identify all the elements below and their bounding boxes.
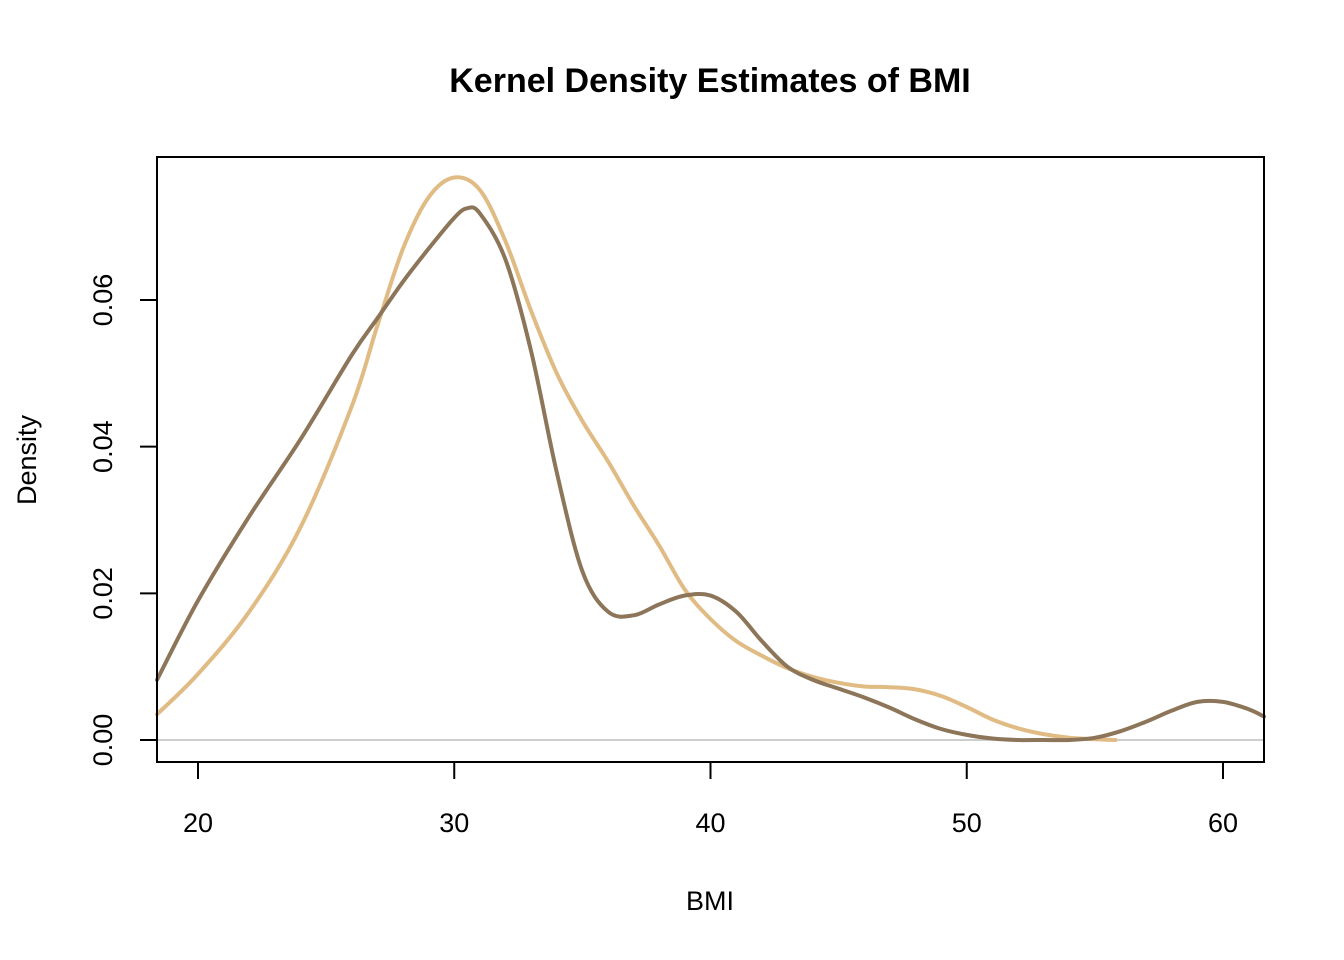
x-tick-label: 60 bbox=[1208, 808, 1238, 838]
x-tick-label: 40 bbox=[695, 808, 725, 838]
x-tick-label: 50 bbox=[952, 808, 982, 838]
chart-title: Kernel Density Estimates of BMI bbox=[449, 62, 970, 100]
y-tick-label: 0.06 bbox=[88, 274, 118, 327]
y-axis-label: Density bbox=[12, 414, 42, 505]
x-axis-label: BMI bbox=[686, 886, 734, 916]
x-tick-label: 20 bbox=[183, 808, 213, 838]
y-axis: 0.00 0.02 0.04 0.06 bbox=[88, 274, 158, 767]
y-tick-label: 0.00 bbox=[88, 714, 118, 767]
y-tick-label: 0.04 bbox=[88, 420, 118, 473]
plot-area bbox=[155, 175, 1266, 743]
density-curve-2 bbox=[155, 205, 1266, 743]
x-tick-label: 30 bbox=[439, 808, 469, 838]
y-tick-label: 0.02 bbox=[88, 567, 118, 620]
density-curve-1 bbox=[155, 175, 1118, 742]
plot-frame bbox=[156, 156, 1265, 763]
x-axis: 20 30 40 50 60 bbox=[183, 761, 1238, 838]
